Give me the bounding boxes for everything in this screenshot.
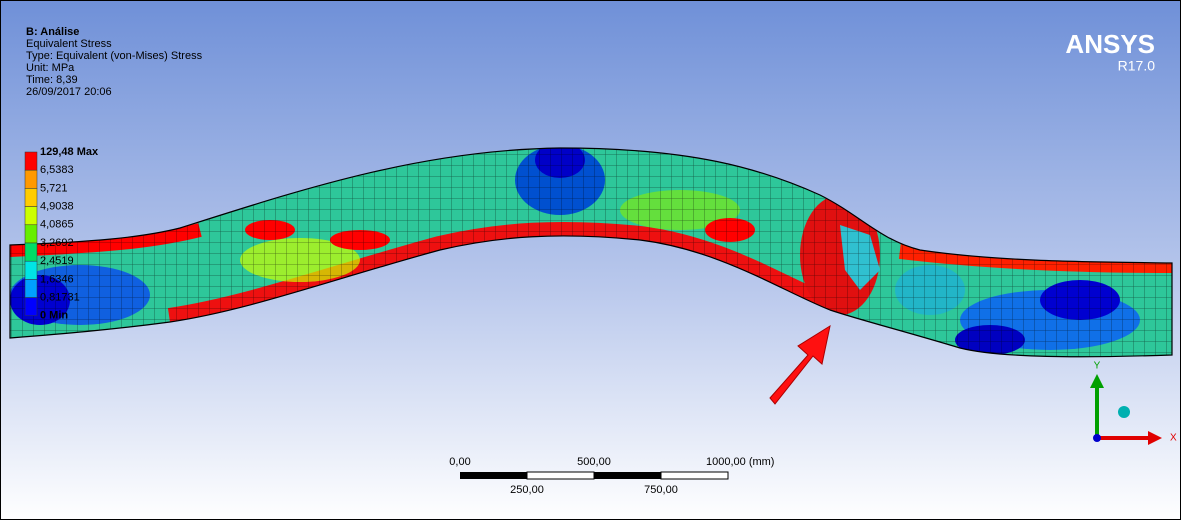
legend-swatch	[25, 188, 37, 206]
logo-version: R17.0	[1118, 58, 1156, 74]
viewport: B: AnáliseEquivalent StressType: Equival…	[0, 0, 1181, 520]
legend-swatch	[25, 279, 37, 297]
legend-label: 5,721	[40, 182, 68, 194]
legend-swatch	[25, 170, 37, 188]
legend-swatch	[25, 207, 37, 225]
legend-swatch	[25, 152, 37, 170]
legend-label: 1,6346	[40, 273, 74, 285]
legend-label: 129,48 Max	[40, 146, 99, 158]
legend-label: 4,9038	[40, 201, 74, 213]
legend-label: 4,0865	[40, 219, 74, 231]
legend-swatch	[25, 261, 37, 279]
legend-swatch	[25, 298, 37, 316]
legend-label: 0,81731	[40, 292, 80, 304]
scale-label: 1000,00 (mm)	[706, 456, 774, 468]
scale-label: 500,00	[577, 456, 611, 468]
logo-brand: ANSYS	[1065, 29, 1155, 59]
legend-swatch	[25, 225, 37, 243]
triad-x: X	[1170, 433, 1177, 444]
legend-label: 2,4519	[40, 255, 74, 267]
triad-y: Y	[1094, 361, 1101, 372]
header-line: Unit: MPa	[26, 62, 75, 74]
legend-label: 0 Min	[40, 310, 68, 322]
legend-label: 3,2692	[40, 237, 74, 249]
legend-label: 6,5383	[40, 164, 74, 176]
header-line: Type: Equivalent (von-Mises) Stress	[26, 50, 203, 62]
legend-swatch	[25, 243, 37, 261]
header-line: Time: 8,39	[26, 74, 78, 86]
scale-label: 250,00	[510, 484, 544, 496]
scale-label: 0,00	[449, 456, 470, 468]
scale-label: 750,00	[644, 484, 678, 496]
header-line: Equivalent Stress	[26, 38, 112, 50]
header-line: 26/09/2017 20:06	[26, 86, 112, 98]
header-title: B: Análise	[26, 26, 79, 38]
